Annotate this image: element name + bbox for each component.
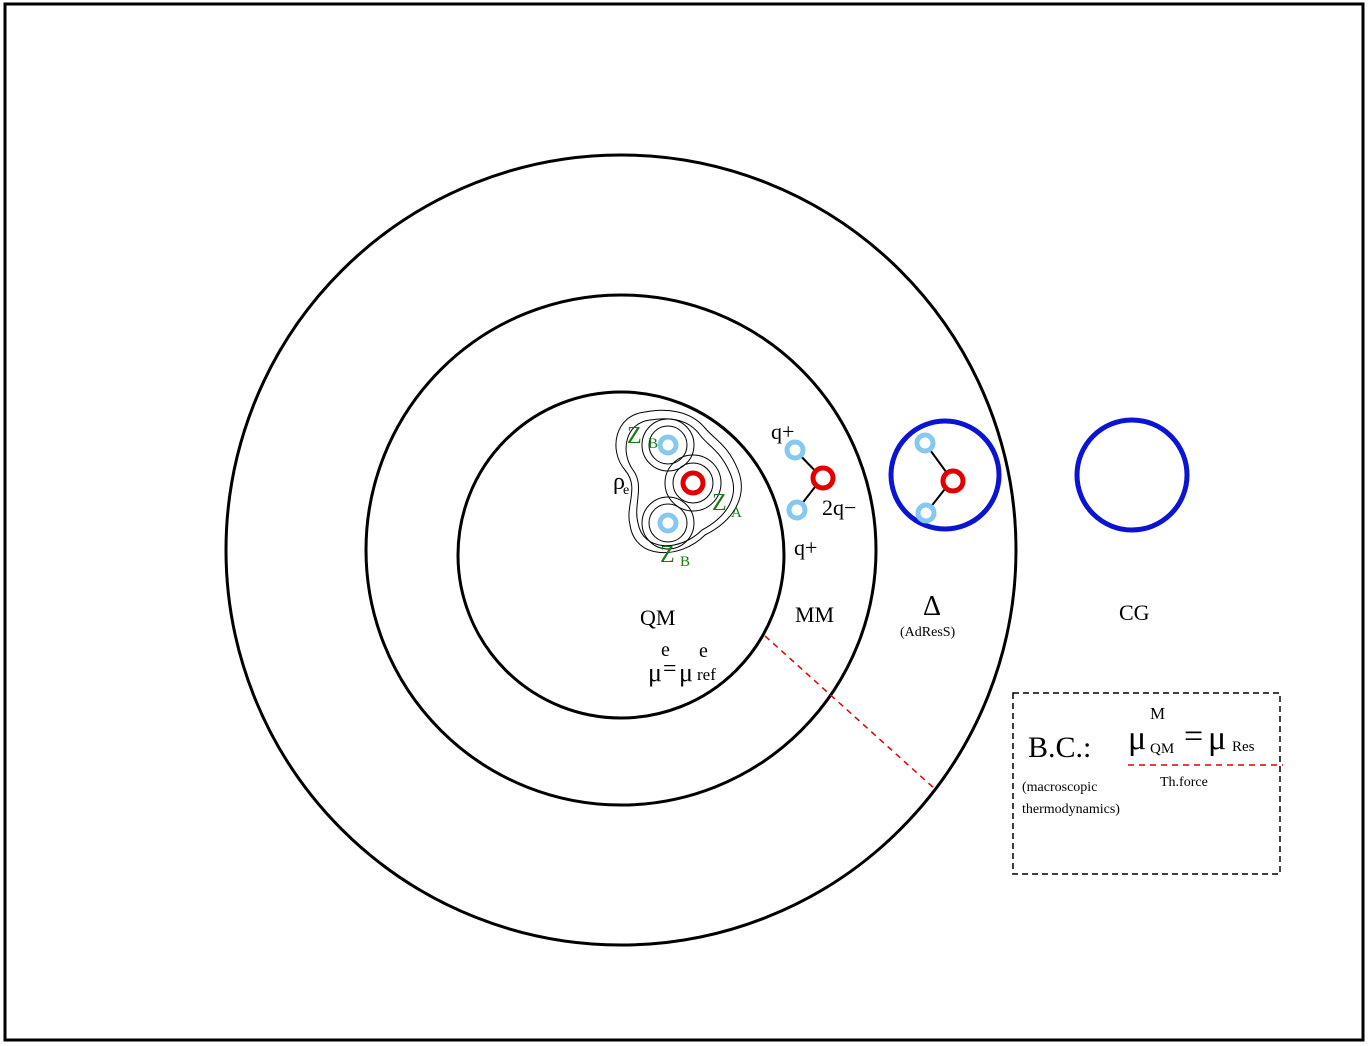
mu-qm-superscript: M xyxy=(1150,704,1166,723)
mu-ref-subscript: ref xyxy=(697,665,716,684)
mm-molecule xyxy=(784,439,836,521)
mu-superscript: e xyxy=(661,639,670,661)
mu-res-symbol: μ xyxy=(1208,720,1227,757)
adress-hydrogen-top xyxy=(914,432,936,454)
mm-hydrogen-bottom xyxy=(786,499,808,521)
zb-bottom-subscript: B xyxy=(680,554,691,570)
adress-hydrogen-bottom xyxy=(915,502,937,524)
qm-region-circle xyxy=(456,390,786,720)
mm-oxygen xyxy=(810,465,836,491)
mu-symbol: μ xyxy=(648,658,662,687)
thermo-force-connector xyxy=(764,635,937,791)
mm-region-label: MM xyxy=(795,602,835,627)
rho-subscript: e xyxy=(623,483,630,498)
cg-blue-circle xyxy=(1074,417,1190,533)
mm-charge-center-label: 2q− xyxy=(822,495,857,520)
qm-oxygen xyxy=(680,470,706,496)
mu-res-subscript: Res xyxy=(1232,739,1255,755)
boundary-condition-box xyxy=(1012,692,1281,875)
bc-note-line1: (macroscopic xyxy=(1022,780,1098,795)
adress-oxygen xyxy=(940,468,966,494)
bc-equals: = xyxy=(1184,718,1204,755)
thforce-label: Th.force xyxy=(1160,775,1208,790)
mu-ref-symbol: μ xyxy=(679,658,693,687)
mm-charge-bottom-label: q+ xyxy=(794,535,818,560)
adress-blue-circle xyxy=(888,418,1002,532)
za-subscript: A xyxy=(731,505,742,521)
zb-top-subscript: B xyxy=(648,436,659,452)
qm-hydrogen-top xyxy=(657,434,679,456)
mm-hydrogen-top xyxy=(784,439,806,461)
za-label: Z xyxy=(712,490,727,516)
mu-qm-symbol: μ xyxy=(1128,720,1147,757)
adress-molecule xyxy=(888,418,1002,532)
cg-region-circle xyxy=(224,153,1018,947)
qm-molecule xyxy=(657,434,706,534)
zb-bottom-label: Z xyxy=(660,542,675,568)
bc-note-line2: thermodynamics) xyxy=(1022,802,1120,817)
figure-frame xyxy=(3,2,1365,1042)
cg-region-label: CG xyxy=(1119,600,1150,625)
qm-region-label: QM xyxy=(640,605,676,630)
delta-label: Δ xyxy=(923,591,942,622)
mu-ref-superscript: e xyxy=(699,640,708,662)
mu-qm-subscript: QM xyxy=(1150,741,1175,757)
mm-region-circle xyxy=(364,293,878,807)
electron-density-contours xyxy=(615,409,742,554)
mm-charge-top-label: q+ xyxy=(771,419,795,444)
mu-equals: = xyxy=(663,656,677,682)
rho-label: ρ xyxy=(613,469,625,495)
qm-hydrogen-bottom xyxy=(657,512,679,534)
adress-label: (AdResS) xyxy=(900,625,956,640)
zb-top-label: Z xyxy=(627,423,642,449)
bc-label: B.C.: xyxy=(1028,731,1092,764)
